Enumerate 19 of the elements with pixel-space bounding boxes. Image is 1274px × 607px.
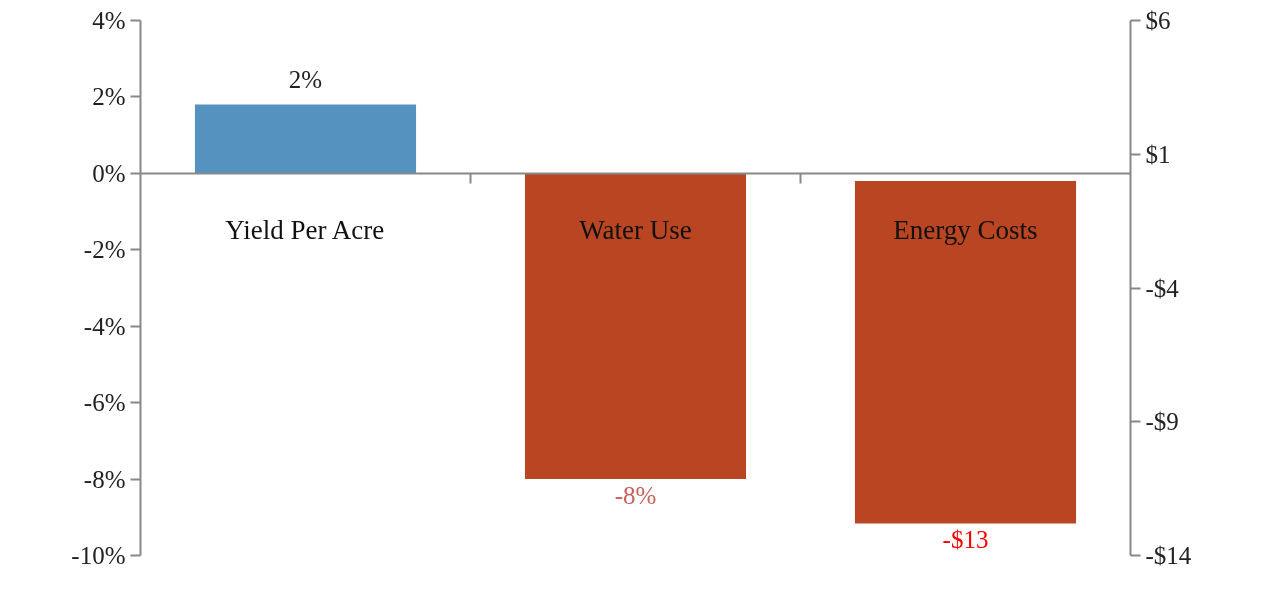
y-tick-label: -8% [83,465,126,493]
y-tick-label: 2% [92,83,126,111]
y-tick-label: 0% [92,159,126,187]
y2-tick-label: $1 [1145,140,1171,168]
x-tick-label: Yield Per Acre [225,215,385,246]
y-tick-label: -4% [83,312,126,340]
y-tick-label: 4% [92,7,126,34]
x-tick-label: Energy Costs [893,215,1038,246]
y-tick-label: -10% [71,542,126,569]
y2-tick-label: -$9 [1145,408,1179,436]
y2-tick-label: -$4 [1145,274,1180,302]
data-label: -8% [614,482,657,510]
data-label: -$13 [942,526,989,554]
y-tick-label: -2% [83,236,126,264]
y2-tick-label: $6 [1145,7,1171,34]
x-tick-label: Water Use [579,215,692,246]
y-tick-label: -6% [83,389,126,417]
y2-tick-label: -$14 [1145,542,1192,569]
data-label: 2% [288,65,323,93]
